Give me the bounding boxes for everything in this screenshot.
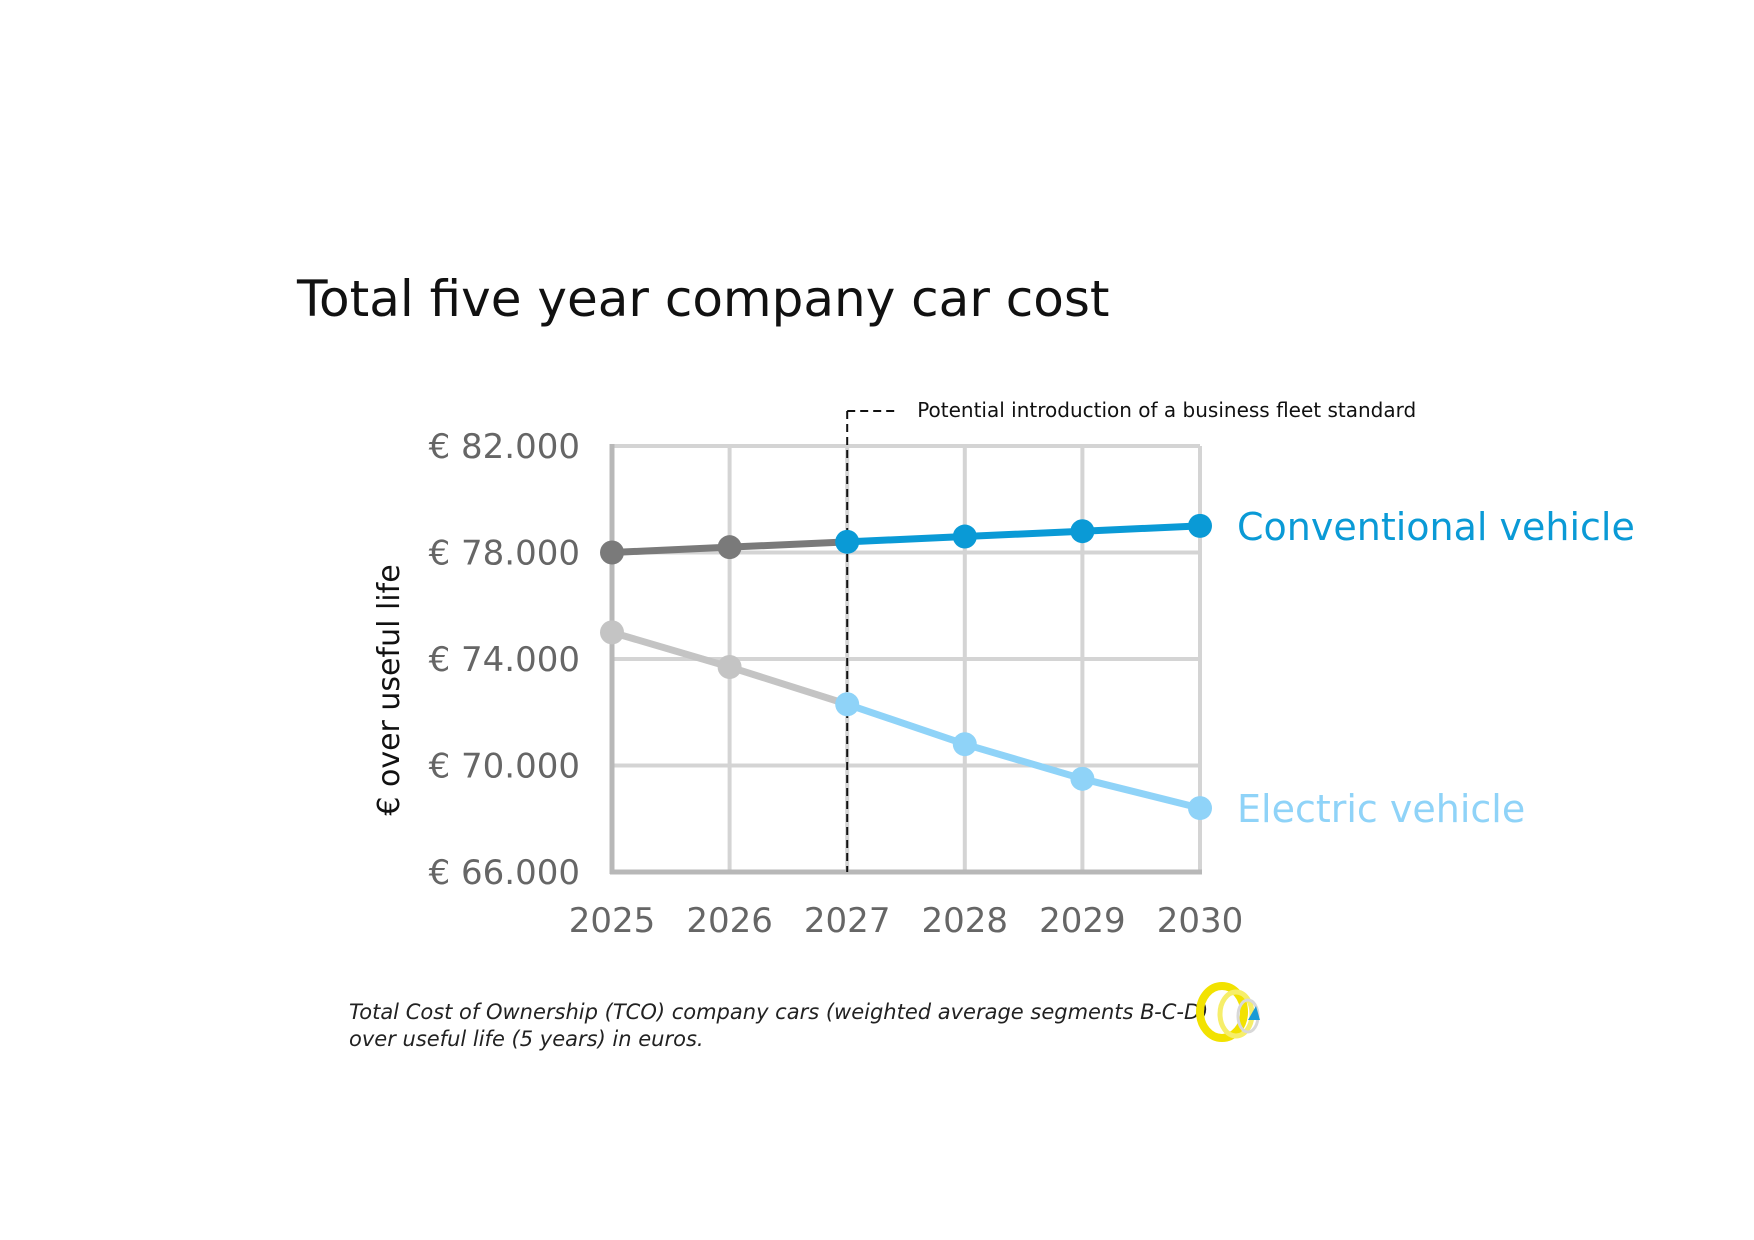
conventional-vehicle-line-projected (847, 522, 1201, 546)
series-labels: Conventional vehicle Electric vehicle (1237, 505, 1635, 831)
axes (609, 444, 1202, 875)
y-tick-label: € 70.000 (429, 747, 580, 787)
electric-vehicle-point (1188, 796, 1212, 821)
plot-area: € 82.000 € 78.000 € 74.000 € 70.000 € 66.000… (429, 398, 1635, 941)
conventional-vehicle-point (600, 540, 624, 565)
x-tick-label: 2025 (569, 901, 656, 941)
x-tick-label: 2030 (1157, 901, 1244, 941)
y-tick-label: € 74.000 (429, 640, 580, 680)
y-tick-label: € 82.000 (429, 427, 580, 467)
chart-title: Total five year company car cost (296, 270, 1110, 328)
yellow-ring-logo-icon (1196, 982, 1260, 1042)
conventional-vehicle-label: Conventional vehicle (1237, 505, 1635, 549)
x-tick-label: 2026 (686, 901, 773, 941)
caption-line-1: Total Cost of Ownership (TCO) company ca… (349, 1000, 1208, 1024)
electric-vehicle-point (717, 654, 742, 679)
x-tick-label: 2028 (922, 901, 1009, 941)
conventional-vehicle-point (1070, 519, 1095, 544)
x-tick-labels: 2025 2026 2027 2028 2029 2030 (569, 901, 1244, 941)
electric-vehicle-line-projected (846, 700, 1201, 812)
y-axis-label: € over useful life (372, 564, 407, 815)
electric-vehicle-point (952, 732, 977, 757)
fleet-standard-annotation: Potential introduction of a business fle… (846, 398, 1416, 872)
y-tick-labels: € 82.000 € 78.000 € 74.000 € 70.000 € 66.000 (429, 427, 580, 893)
series-lines (600, 513, 1212, 821)
electric-vehicle-label: Electric vehicle (1237, 787, 1525, 831)
conventional-vehicle-point (1188, 513, 1212, 538)
caption-line-2: over useful life (5 years) in euros. (349, 1027, 704, 1051)
x-tick-label: 2027 (804, 901, 891, 941)
electric-vehicle-point (1070, 766, 1095, 791)
x-tick-label: 2029 (1039, 901, 1126, 941)
conventional-vehicle-point (952, 524, 977, 549)
source-caption: Total Cost of Ownership (TCO) company ca… (349, 1000, 1208, 1051)
fleet-standard-note: Potential introduction of a business fle… (917, 398, 1416, 422)
conventional-vehicle-point (717, 535, 742, 560)
y-tick-label: € 78.000 (429, 534, 580, 574)
conventional-vehicle-point (835, 529, 860, 554)
y-tick-label: € 66.000 (429, 853, 580, 893)
electric-vehicle-point (600, 620, 624, 645)
electric-vehicle-point (835, 692, 860, 717)
